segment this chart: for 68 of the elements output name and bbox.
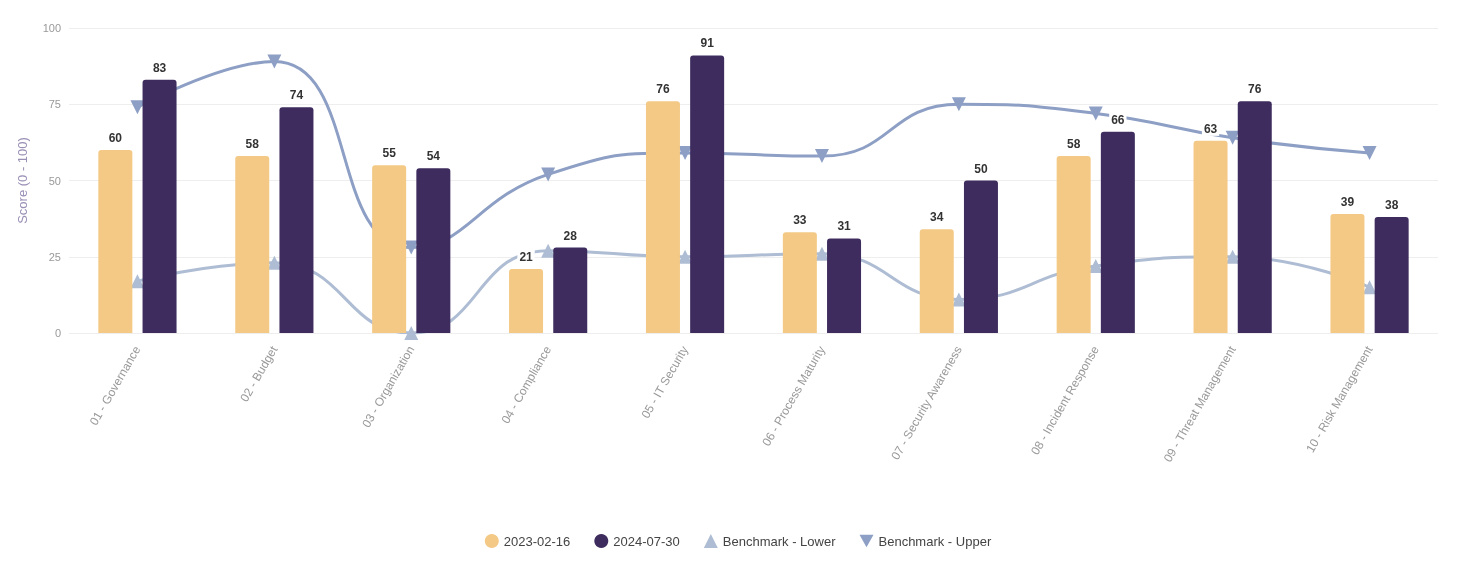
y-tick-label: 75: [48, 98, 61, 111]
bar: [690, 55, 725, 333]
bar: [235, 156, 270, 333]
data-label: 54: [426, 149, 441, 164]
point: [951, 97, 966, 112]
bar: [279, 107, 314, 333]
point: [814, 246, 829, 261]
data-label: 58: [245, 137, 260, 152]
bar: [919, 229, 954, 333]
y-tick-label: 0: [54, 327, 61, 339]
data-label: 74: [289, 88, 304, 103]
data-label: 66: [1111, 112, 1125, 127]
bar: [416, 168, 451, 333]
legend-label: Benchmark - Upper: [878, 533, 992, 549]
data-label: 76: [1248, 82, 1262, 97]
data-label: 21: [519, 249, 534, 264]
bar: [827, 238, 862, 333]
bar: [372, 165, 407, 333]
legend-label: Benchmark - Lower: [722, 533, 837, 549]
y-tick-label: 100: [42, 22, 61, 34]
data-label: 91: [700, 36, 715, 51]
data-label: 34: [930, 210, 944, 225]
bar: [1330, 214, 1365, 333]
data-label: 31: [837, 219, 852, 234]
point: [404, 326, 419, 340]
bar: [1056, 156, 1091, 333]
bar: [963, 180, 998, 333]
data-label: 60: [108, 131, 123, 145]
y-tick-label: 25: [48, 250, 61, 263]
bar: [509, 268, 544, 333]
point: [130, 100, 145, 115]
y-axis-title: Score (0 - 100): [15, 137, 30, 224]
point: [1225, 130, 1240, 145]
data-label: 39: [1340, 195, 1355, 210]
bar: [1100, 131, 1135, 333]
point: [130, 274, 145, 289]
bar: [98, 150, 133, 333]
point: [541, 243, 556, 258]
data-label: 28: [563, 228, 578, 243]
point: [541, 167, 556, 182]
point: [267, 54, 282, 69]
bar: [553, 247, 588, 333]
point: [678, 146, 693, 161]
point: [267, 255, 282, 270]
data-label: 55: [382, 146, 397, 161]
data-label: 83: [152, 60, 167, 75]
data-label: 76: [656, 82, 670, 97]
y-tick-label: 50: [48, 174, 61, 187]
point: [1362, 280, 1377, 295]
bar: [782, 232, 817, 333]
point: [814, 149, 829, 164]
point: [1088, 106, 1103, 121]
data-label: 63: [1203, 121, 1218, 136]
data-label: 38: [1384, 198, 1399, 213]
bar: [1374, 217, 1409, 333]
bar: [645, 101, 680, 333]
point: [1088, 258, 1103, 273]
bar: [1237, 101, 1272, 333]
bar: [142, 79, 177, 333]
bar: [1193, 140, 1228, 333]
data-label: 50: [974, 161, 988, 176]
point: [1362, 146, 1377, 161]
legend-label: 2023-02-16: [503, 533, 571, 549]
point: [678, 249, 693, 264]
data-label: 33: [793, 213, 807, 228]
point: [1225, 249, 1240, 264]
legend-label: 2024-07-30: [613, 533, 680, 549]
data-label: 58: [1066, 137, 1081, 152]
